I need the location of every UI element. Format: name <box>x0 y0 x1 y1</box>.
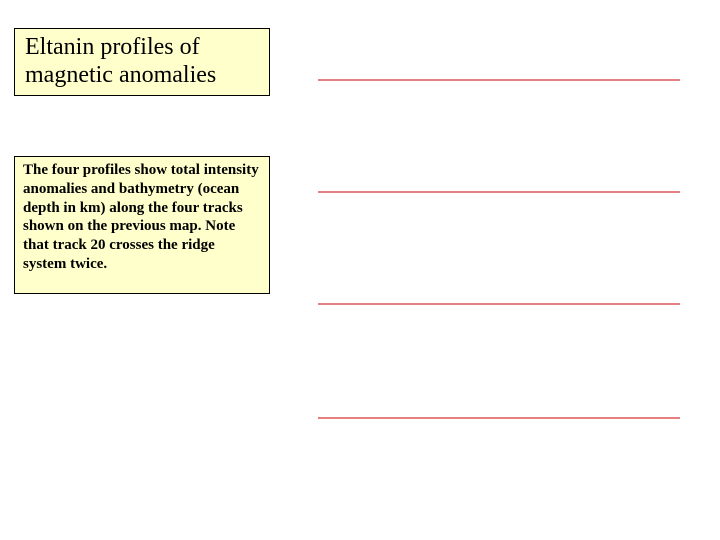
profiles-chart <box>0 0 720 540</box>
